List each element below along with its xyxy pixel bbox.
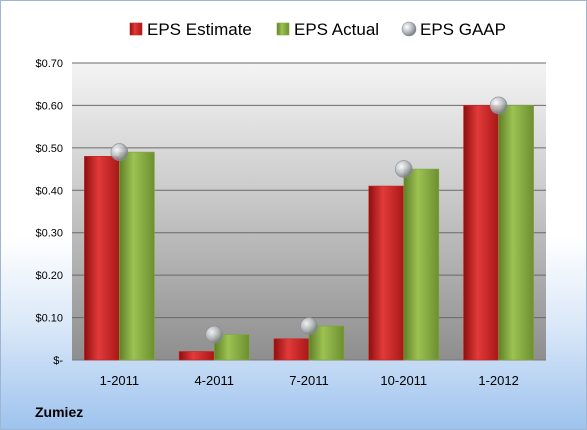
x-tick-label: 7-2011	[289, 373, 329, 388]
legend-swatch	[401, 21, 417, 37]
y-tick-label: $0.60	[35, 100, 63, 112]
bars	[84, 105, 534, 361]
gaap-markers	[110, 96, 508, 344]
bar-eps-actual	[403, 168, 440, 361]
legend-label: EPS Actual	[294, 20, 379, 39]
eps-chart: EPS Estimate EPS Actual EPS GAAP $- $0.10 $0…	[35, 20, 546, 388]
y-tick-label: $0.10	[35, 313, 63, 325]
marker-eps-gaap	[394, 160, 413, 178]
legend-swatch	[276, 22, 290, 36]
bar-eps-estimate	[273, 338, 310, 361]
company-name: Zumiez	[35, 404, 84, 420]
bar-eps-estimate	[178, 351, 215, 361]
y-tick-label: $0.30	[35, 228, 63, 240]
y-tick-label: $0.40	[35, 185, 63, 197]
y-tick-label: $-	[53, 355, 63, 367]
legend-swatch	[129, 22, 143, 36]
bar-eps-estimate	[84, 156, 120, 361]
bar-eps-estimate	[463, 105, 499, 361]
y-tick-label: $0.20	[35, 270, 63, 282]
x-tick-label: 4-2011	[194, 373, 234, 388]
x-tick-label: 1-2012	[478, 373, 518, 388]
bar-eps-actual	[498, 105, 534, 361]
marker-eps-gaap	[205, 325, 223, 344]
legend: EPS Estimate EPS Actual EPS GAAP	[129, 20, 506, 39]
marker-eps-gaap	[489, 96, 508, 115]
bar-eps-actual	[119, 151, 155, 361]
y-tick-label: $0.70	[35, 58, 63, 70]
x-tick-label: 10-2011	[380, 373, 427, 388]
x-axis: 1-2011 4-2011 7-2011 10-2011 1-2012	[100, 373, 519, 388]
legend-label: EPS GAAP	[420, 20, 506, 39]
bar-eps-estimate	[368, 185, 405, 361]
marker-eps-gaap	[110, 143, 129, 161]
marker-eps-gaap	[300, 317, 318, 335]
x-tick-label: 1-2011	[100, 373, 140, 388]
legend-label: EPS Estimate	[147, 20, 252, 39]
y-tick-label: $0.50	[35, 143, 63, 155]
